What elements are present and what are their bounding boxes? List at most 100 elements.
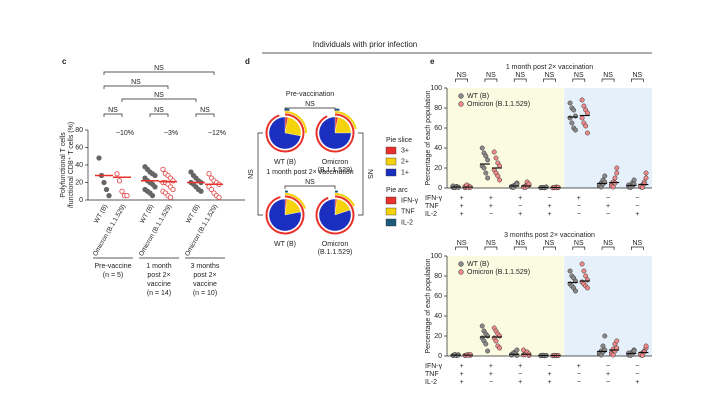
- data-point: [152, 184, 158, 190]
- ns-bracket: [572, 78, 586, 82]
- pie-label: Omicron: [322, 241, 349, 248]
- condition-sign: +: [489, 371, 493, 378]
- pie-arc: [315, 195, 355, 235]
- ns-label: NS: [545, 72, 555, 79]
- condition-sign: −: [577, 379, 581, 386]
- condition-sign: +: [489, 203, 493, 210]
- data-point: [485, 157, 491, 163]
- ns-bracket: [103, 85, 169, 89]
- ns-label: NS: [515, 72, 525, 79]
- ns-bracket: [631, 246, 644, 250]
- condition-sign: +: [577, 363, 581, 370]
- y-tick-label: 80: [75, 127, 83, 134]
- data-point: [571, 107, 577, 113]
- y-tick-label: 100: [430, 85, 442, 92]
- legend-label: IL-2: [401, 219, 413, 226]
- y-axis-label: Percentage of each population: [425, 90, 432, 185]
- chart-title: 1 month post 2× vaccination: [506, 64, 593, 71]
- legend-swatch: [385, 146, 397, 155]
- data-point: [514, 347, 520, 353]
- y-tick-label: 60: [434, 125, 442, 132]
- data-point: [167, 194, 174, 201]
- y-tick-label: 60: [434, 293, 442, 300]
- data-point: [481, 165, 487, 171]
- data-point: [569, 120, 575, 126]
- data-point: [485, 175, 491, 181]
- pie-group-title: 1 month post 2× vaccination: [266, 169, 353, 176]
- data-point: [583, 273, 589, 279]
- pie-arc: [265, 195, 305, 235]
- pie-arc: [284, 111, 307, 134]
- ns-label: NS: [154, 65, 164, 72]
- data-point: [96, 155, 102, 161]
- data-point: [600, 343, 606, 349]
- data-point: [643, 175, 649, 181]
- ns-bracket: [455, 78, 468, 82]
- data-point: [116, 178, 123, 184]
- condition-sign: +: [635, 211, 639, 218]
- legend-label: IFN-γ: [401, 197, 419, 204]
- data-point: [216, 194, 222, 201]
- data-point: [579, 115, 585, 121]
- ns-label: NS: [486, 72, 496, 79]
- data-point: [160, 166, 166, 173]
- data-point: [585, 110, 590, 116]
- data-point: [583, 123, 589, 129]
- annotation: ~12%: [208, 130, 226, 137]
- ns-label: NS: [515, 240, 525, 247]
- ns-label: NS: [108, 107, 118, 114]
- data-point: [643, 170, 649, 176]
- y-tick-label: 40: [75, 162, 83, 169]
- legend-label: Omicron (B.1.1.529): [467, 269, 530, 276]
- ns-label: NS: [545, 240, 555, 247]
- condition-sign: +: [547, 211, 551, 218]
- pie-label: WT (B): [274, 159, 296, 166]
- group-label: post 2×: [193, 272, 216, 279]
- data-point: [149, 192, 156, 199]
- data-point: [479, 145, 485, 151]
- shading: [447, 88, 565, 188]
- ns-bracket: [484, 246, 498, 250]
- ns-label: NS: [131, 79, 141, 86]
- data-point: [101, 179, 107, 186]
- data-point: [483, 341, 489, 347]
- y-tick-label: 80: [434, 105, 442, 112]
- ns-bracket: [513, 78, 527, 82]
- data-point: [124, 192, 130, 199]
- ns-label: NS: [632, 72, 642, 79]
- condition-sign: −: [489, 211, 493, 218]
- ns-bracket: [257, 132, 263, 216]
- legend-swatch: [385, 218, 397, 227]
- legend-swatch: [385, 196, 397, 205]
- ns-label: NS: [457, 240, 467, 247]
- ns-label: NS: [366, 169, 373, 179]
- legend-label: 2+: [401, 158, 409, 165]
- legend-label: 3+: [401, 147, 409, 154]
- annotation: ~3%: [164, 130, 178, 137]
- condition-sign: +: [547, 371, 551, 378]
- group-label: (n = 10): [193, 290, 217, 297]
- data-point: [573, 288, 578, 294]
- condition-sign: −: [547, 363, 551, 370]
- condition-sign: −: [635, 371, 639, 378]
- data-point: [206, 171, 212, 177]
- condition-sign: −: [635, 363, 639, 370]
- group-label: Pre-vaccine: [95, 263, 132, 270]
- data-point: [103, 186, 110, 193]
- y-tick-label: 60: [75, 144, 83, 151]
- data-point: [188, 169, 194, 175]
- x-tick-label: WT (B): [93, 203, 109, 224]
- pie-slice: [268, 198, 302, 232]
- figure-title: Individuals with prior infection: [313, 40, 418, 49]
- condition-label: TNF: [425, 203, 439, 210]
- condition-sign: −: [518, 203, 522, 210]
- data-point: [495, 173, 501, 179]
- x-tick-label: WT (B): [139, 203, 155, 224]
- ns-bracket: [195, 113, 215, 117]
- data-point: [497, 345, 503, 351]
- pie-arc: [315, 113, 355, 153]
- group-label: vaccine: [193, 281, 217, 288]
- data-point: [119, 188, 125, 194]
- ns-bracket: [601, 78, 615, 82]
- legend-marker: [458, 101, 464, 107]
